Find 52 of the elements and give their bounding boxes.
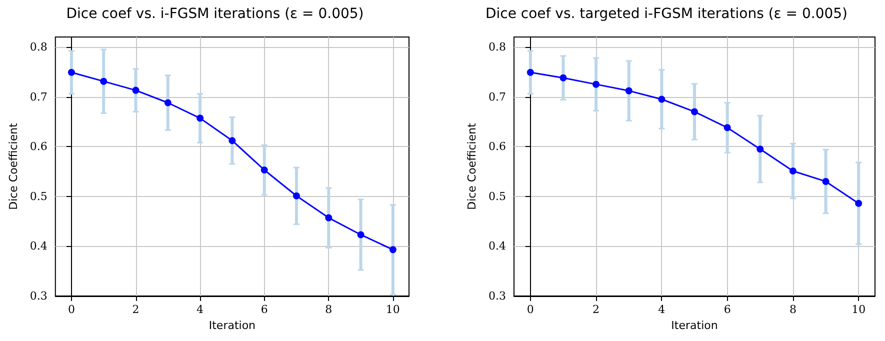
- x-tick-label: 4: [196, 303, 204, 316]
- x-tick-label: 6: [260, 303, 268, 316]
- point: [625, 87, 632, 94]
- point: [526, 68, 534, 76]
- y-tick-label: 0.8: [30, 40, 48, 54]
- point: [325, 214, 332, 222]
- x-tick-label: 2: [132, 303, 140, 316]
- point: [691, 108, 698, 116]
- point: [68, 68, 75, 76]
- y-tick-label: 0.5: [488, 190, 506, 203]
- y-tick-label: 0.3: [488, 290, 506, 302]
- y-tick-label: 0.4: [488, 240, 506, 253]
- y-axis-title: Dice Coefficient: [7, 122, 20, 210]
- y-tick-label: 0.7: [30, 90, 48, 104]
- chart-title: Dice coef vs. targeted i-FGSM iterations (ε = 0.005): [485, 6, 848, 22]
- x-tick-label: 10: [852, 303, 866, 316]
- x-tick-label: 2: [592, 303, 600, 316]
- x-tick-label: 10: [386, 303, 400, 316]
- x-tick-label: 0: [526, 303, 534, 316]
- x-tick-label: 8: [789, 303, 796, 316]
- x-tick-label: 6: [724, 303, 731, 316]
- x-tick-label: 8: [325, 303, 332, 316]
- point: [228, 137, 236, 144]
- y-tick-label: 0.3: [30, 290, 48, 302]
- x-axis-title: Iteration: [208, 318, 256, 332]
- y-tick-label: 0.5: [30, 190, 48, 203]
- y-tick-label: 0.6: [30, 140, 48, 154]
- y-tick-label: 0.7: [488, 90, 506, 104]
- point: [196, 114, 204, 122]
- point: [260, 166, 268, 174]
- x-tick-label: 0: [68, 303, 75, 316]
- x-axis-title: Iteration: [671, 318, 718, 332]
- point: [592, 80, 600, 88]
- y-tick-label: 0.6: [488, 140, 506, 154]
- x-tick-label: 4: [658, 303, 666, 316]
- point: [560, 74, 567, 82]
- point: [855, 200, 862, 207]
- y-axis-title: Dice Coefficient: [466, 122, 479, 210]
- point: [658, 96, 666, 103]
- point: [822, 178, 830, 185]
- chart-title: Dice coef vs. i-FGSM iterations (ε = 0.005): [66, 6, 364, 22]
- point: [357, 231, 364, 238]
- y-tick-label: 0.8: [488, 40, 506, 54]
- point: [100, 78, 108, 85]
- y-tick-label: 0.4: [30, 240, 48, 253]
- point: [789, 167, 796, 174]
- point: [292, 192, 300, 200]
- point: [756, 146, 764, 153]
- point: [132, 86, 140, 94]
- point: [164, 99, 172, 106]
- point: [724, 124, 731, 132]
- point: [389, 246, 396, 254]
